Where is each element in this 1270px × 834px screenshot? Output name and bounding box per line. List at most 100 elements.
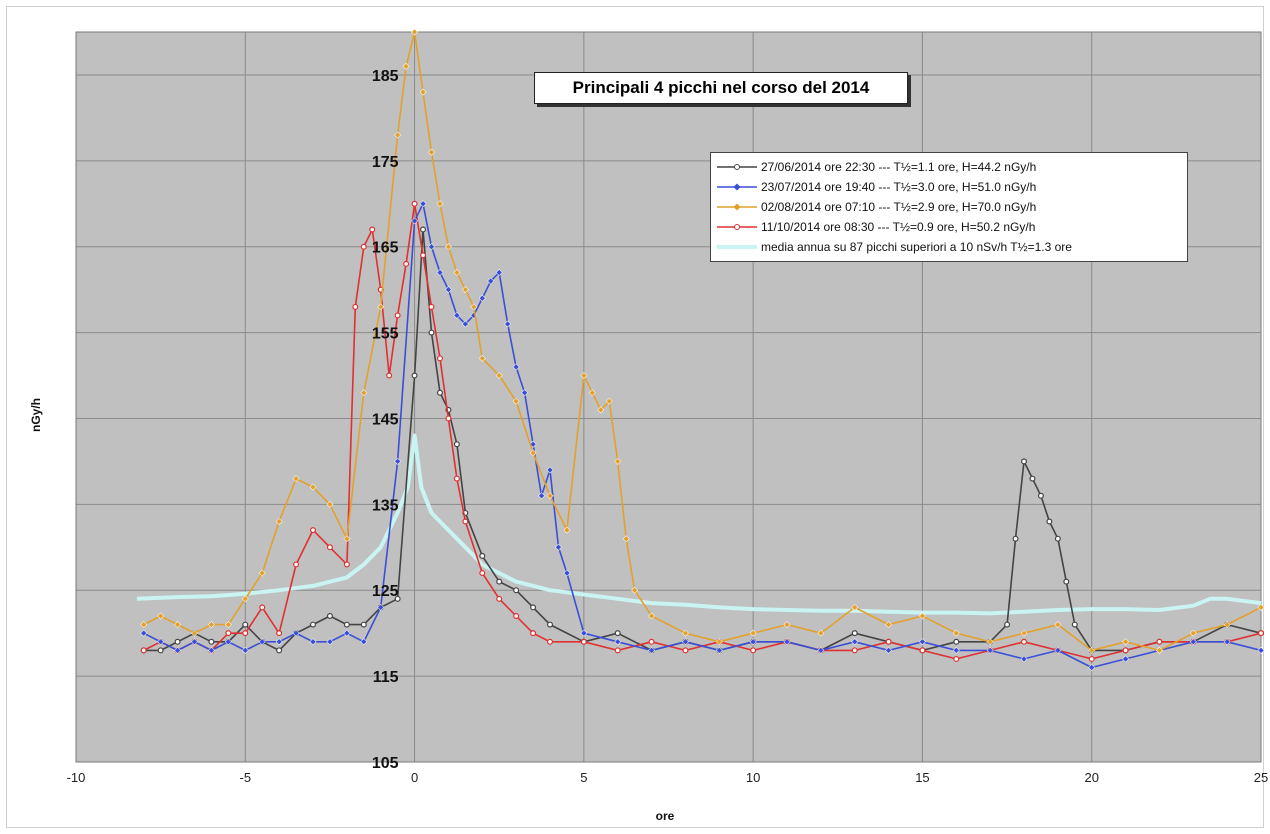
data-point: [580, 629, 588, 637]
data-point: [986, 638, 994, 646]
data-point: [783, 621, 791, 629]
legend-entry: 23/07/2014 ore 19:40 --- T½=3.0 ore, H=5…: [717, 177, 1181, 197]
data-point: [918, 638, 926, 646]
x-tick-label: -5: [240, 770, 252, 785]
data-point: [563, 569, 571, 577]
data-point: [241, 595, 249, 603]
data-point: [479, 570, 486, 577]
data-point: [360, 621, 367, 628]
x-tick-label: 20: [1084, 770, 1098, 785]
y-tick-label: 165: [372, 240, 399, 257]
data-point: [614, 630, 621, 637]
data-point: [749, 629, 757, 637]
data-point: [436, 269, 444, 276]
data-point: [1257, 630, 1264, 637]
data-point: [140, 621, 148, 629]
data-point: [402, 62, 410, 70]
x-tick-label: 15: [915, 770, 929, 785]
data-point: [1189, 629, 1197, 637]
data-point: [512, 363, 520, 371]
data-point: [496, 595, 503, 602]
data-point: [326, 612, 333, 619]
data-point: [403, 260, 410, 267]
legend-swatch: [717, 245, 757, 249]
data-point: [445, 415, 452, 422]
data-point: [191, 629, 198, 637]
data-point: [1020, 629, 1028, 637]
data-point: [276, 630, 283, 637]
data-point: [851, 647, 858, 654]
data-point: [292, 475, 300, 483]
data-point: [436, 355, 443, 362]
x-axis-label: ore: [656, 809, 675, 823]
data-point: [986, 646, 994, 654]
data-point: [648, 612, 656, 620]
data-point: [1223, 621, 1231, 629]
data-point: [394, 312, 401, 319]
data-point: [622, 535, 630, 543]
data-point: [1189, 638, 1197, 646]
data-point: [554, 543, 562, 551]
data-point: [546, 638, 553, 645]
legend-swatch: [717, 224, 757, 230]
data-point: [326, 544, 333, 551]
data-point: [259, 604, 266, 611]
data-point: [207, 621, 215, 629]
data-point: [174, 646, 182, 654]
data-point: [360, 389, 368, 397]
data-point: [242, 621, 249, 628]
data-point: [275, 638, 283, 646]
data-point: [326, 500, 334, 508]
data-point: [369, 226, 376, 233]
data-point: [157, 647, 164, 654]
data-point: [157, 638, 165, 646]
data-point: [715, 638, 723, 646]
data-point: [749, 638, 757, 646]
series-line: [143, 228, 1262, 652]
data-point: [1155, 646, 1163, 654]
data-point: [470, 303, 478, 311]
data-point: [851, 638, 859, 646]
data-point: [1088, 646, 1096, 654]
data-point: [538, 492, 546, 500]
data-point: [394, 595, 401, 602]
data-point: [546, 466, 554, 474]
series-4: [136, 433, 1262, 616]
data-point: [648, 638, 655, 645]
data-point: [293, 561, 300, 568]
data-point: [1122, 655, 1130, 663]
data-point: [1088, 655, 1095, 662]
data-point: [242, 630, 249, 637]
data-point: [224, 638, 232, 646]
data-point: [478, 354, 486, 362]
data-point: [1088, 664, 1096, 671]
data-point: [580, 372, 588, 379]
data-point: [495, 269, 503, 276]
data-point: [411, 28, 419, 36]
data-point: [461, 320, 469, 328]
data-point: [1054, 621, 1062, 629]
data-point: [479, 552, 486, 559]
data-point: [276, 647, 283, 654]
data-point: [436, 389, 443, 396]
plot-area: [76, 32, 1261, 762]
data-point: [513, 612, 520, 619]
data-point: [919, 647, 926, 654]
data-point: [360, 638, 368, 646]
data-point: [292, 629, 300, 637]
y-tick-label: 175: [372, 154, 399, 171]
y-tick-label: 145: [372, 411, 399, 428]
data-point: [174, 621, 182, 629]
data-point: [817, 629, 825, 637]
data-point: [546, 492, 554, 500]
data-point: [487, 277, 495, 285]
data-point: [631, 586, 639, 594]
series-layer: [136, 28, 1265, 671]
data-point: [420, 252, 427, 259]
data-point: [420, 226, 427, 233]
data-point: [953, 655, 960, 662]
data-point: [224, 621, 232, 629]
data-point: [462, 518, 469, 525]
data-point: [504, 320, 512, 328]
series-1: [140, 200, 1265, 671]
